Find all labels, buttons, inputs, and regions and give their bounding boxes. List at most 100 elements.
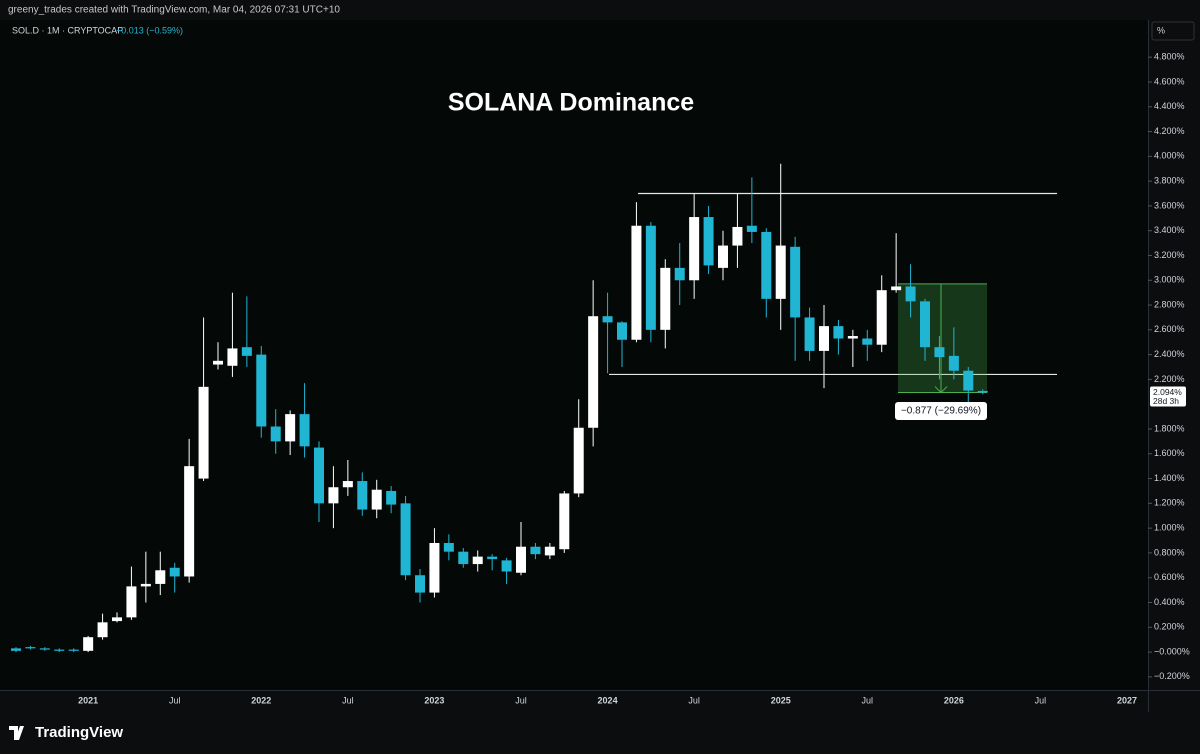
candle-body: [617, 322, 627, 340]
candle-body: [458, 551, 469, 565]
candle-body: [487, 556, 498, 560]
candle-body: [39, 648, 50, 650]
candle-body: [140, 583, 151, 587]
candle-body: [660, 267, 671, 330]
candle-body: [97, 622, 108, 638]
y-tick-label: 3.600%: [1154, 200, 1185, 210]
candle-body: [689, 217, 700, 281]
candle-body: [25, 647, 36, 649]
candle-body: [213, 360, 223, 365]
chart-title: SOLANA Dominance: [448, 89, 694, 117]
candle-body: [631, 225, 642, 340]
candle-body: [184, 466, 195, 577]
candle-body: [386, 490, 397, 505]
candle-body: [256, 354, 267, 427]
candle-body: [169, 567, 180, 577]
candle-body: [703, 217, 714, 266]
candle-body: [934, 347, 945, 358]
x-tick-label: Jul: [862, 695, 874, 705]
candle-body: [155, 570, 166, 584]
candle-body: [241, 347, 252, 356]
y-tick-label: 3.000%: [1154, 275, 1185, 285]
y-tick-label: 4.200%: [1154, 126, 1185, 136]
candle-body: [68, 649, 79, 651]
y-tick-label: 0.400%: [1154, 597, 1185, 607]
y-tick-label: 2.800%: [1154, 299, 1185, 309]
measure-label: −0.877 (−29.69%): [901, 406, 981, 417]
candle-body: [790, 246, 801, 318]
plot-area: [0, 20, 1148, 690]
candle-body: [588, 316, 599, 428]
x-tick-label: Jul: [342, 695, 354, 705]
candle-body: [804, 317, 815, 351]
logo-icon: [9, 726, 24, 740]
candle-body: [573, 427, 584, 494]
y-tick-label: 1.000%: [1154, 523, 1185, 533]
candle-body: [198, 386, 209, 479]
y-tick-label: 0.200%: [1154, 622, 1185, 632]
candle-body: [415, 575, 425, 593]
x-tick-label: 2025: [771, 695, 791, 705]
candle-body: [674, 267, 685, 281]
candle-body: [328, 487, 339, 504]
last-price-tag: [1150, 386, 1186, 407]
candle-body: [429, 543, 440, 593]
countdown: 28d 3h: [1153, 396, 1179, 406]
candle-body: [126, 586, 137, 618]
candle-body: [732, 226, 743, 246]
y-tick-label: 2.600%: [1154, 324, 1185, 334]
y-tick-label: 3.200%: [1154, 250, 1185, 260]
x-tick-label: 2024: [598, 695, 618, 705]
candle-body: [905, 286, 916, 302]
y-tick-label: 1.800%: [1154, 423, 1185, 433]
candle-body: [920, 301, 930, 348]
candle-body: [718, 245, 728, 268]
y-tick-label: 1.600%: [1154, 448, 1185, 458]
candle-body: [371, 489, 382, 510]
x-tick-label: Jul: [169, 695, 181, 705]
x-tick-label: 2023: [424, 695, 444, 705]
candle-body: [891, 286, 902, 291]
x-tick-label: Jul: [688, 695, 700, 705]
candle-body: [847, 336, 858, 339]
y-tick-label: 4.400%: [1154, 101, 1185, 111]
candle-body: [746, 225, 757, 232]
candle-body: [400, 503, 411, 576]
candle-body: [977, 390, 988, 393]
last-price-label: 2.094%: [1153, 387, 1182, 397]
candle-body: [270, 426, 281, 442]
y-tick-label: 3.400%: [1154, 225, 1185, 235]
y-tick-label: 0.800%: [1154, 547, 1185, 557]
candle-body: [876, 290, 887, 345]
candle-body: [833, 326, 844, 339]
candle-body: [227, 348, 238, 366]
y-tick-label: 1.400%: [1154, 473, 1185, 483]
candle-body: [530, 546, 541, 555]
candle-body: [544, 546, 555, 556]
candle-body: [645, 225, 656, 330]
candle-body: [501, 560, 512, 572]
measure-arrowhead: [934, 386, 948, 394]
x-tick-label: Jul: [515, 695, 527, 705]
y-tick-label: 4.600%: [1154, 76, 1185, 86]
scale-button[interactable]: [1151, 21, 1195, 41]
y-tick-label: 0.600%: [1154, 572, 1185, 582]
candle-body: [559, 493, 570, 550]
change: −0.013 (−0.59%): [116, 25, 183, 35]
candle-body: [472, 556, 483, 565]
symbol: SOL.D · 1M · CRYPTOCAP: [12, 25, 123, 35]
candle-body: [819, 326, 829, 351]
candle-body: [602, 316, 613, 323]
y-tick-label: 4.000%: [1154, 151, 1185, 161]
candle-body: [862, 338, 873, 345]
y-tick-label: 4.800%: [1154, 52, 1185, 62]
x-tick-label: Jul: [1035, 695, 1047, 705]
scale-button-label[interactable]: %: [1157, 25, 1165, 35]
candle-body: [775, 245, 786, 299]
candle-body: [357, 481, 368, 510]
candle-body: [285, 414, 296, 442]
y-tick-label: 3.800%: [1154, 175, 1185, 185]
y-tick-label: −0.200%: [1154, 671, 1190, 681]
